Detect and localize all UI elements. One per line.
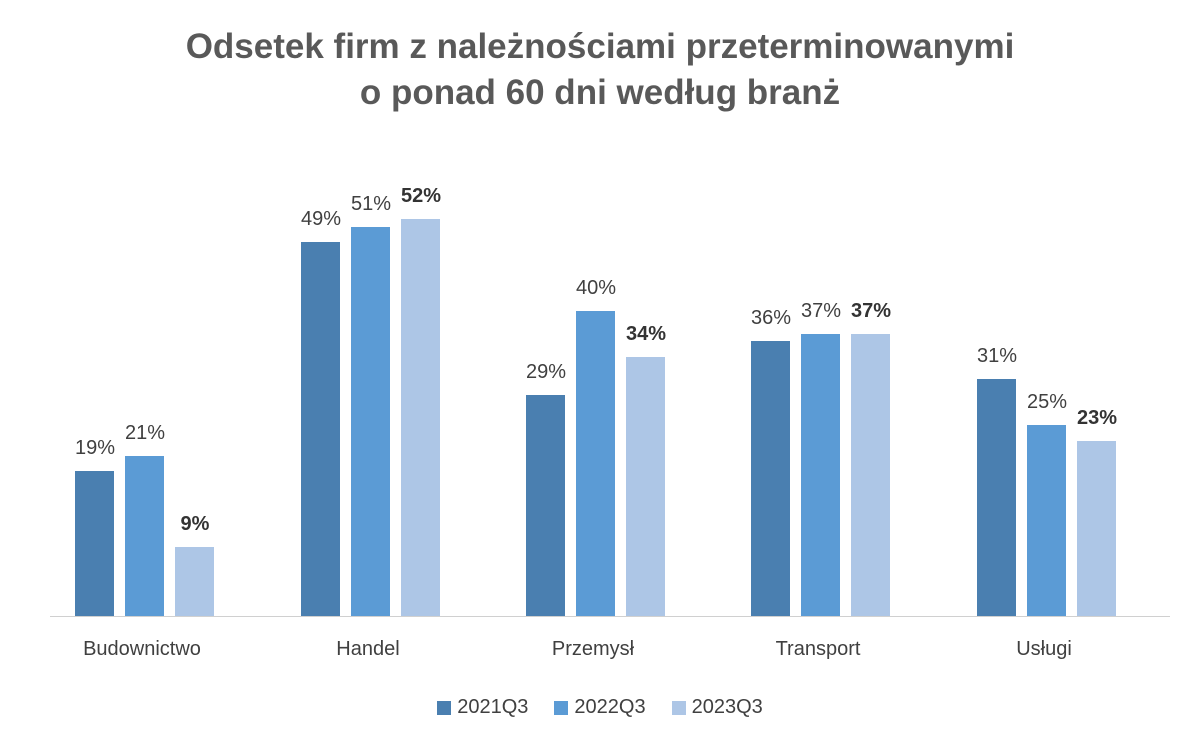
title-line-2: o ponad 60 dni według branż <box>359 73 841 112</box>
bar-2022Q3 <box>351 227 390 616</box>
bar-group-budownictwo: 19% 21% 9% <box>50 150 274 617</box>
legend-label: 2021Q3 <box>457 696 529 718</box>
bar-2023Q3 <box>626 357 665 616</box>
data-label: 52% <box>400 185 442 207</box>
category-label: Przemysł <box>551 638 635 660</box>
legend-swatch-icon <box>437 700 452 715</box>
legend-swatch-icon <box>554 700 569 715</box>
bar-2021Q3 <box>977 379 1016 616</box>
bar-group-przemysł: 29% 40% 34% <box>501 150 725 617</box>
title-line-1: Odsetek firm z należnościami przetermino… <box>185 27 1015 66</box>
data-label: 21% <box>124 422 166 444</box>
bar-group-usługi: 31% 25% 23% <box>952 150 1176 617</box>
data-label: 37% <box>800 300 842 322</box>
data-label: 37% <box>850 300 892 322</box>
bar-2023Q3 <box>1077 441 1116 616</box>
bar-2021Q3 <box>526 395 565 616</box>
plot-area: 19% 21% 9% 49% 51% 52% 29% 40% 34% 36% 37% 37% 31% 25… <box>50 150 1170 617</box>
legend-label: 2022Q3 <box>574 696 646 718</box>
bar-group-transport: 36% 37% 37% <box>726 150 950 617</box>
category-label: Usługi <box>1016 638 1072 660</box>
data-label: 31% <box>976 345 1018 367</box>
bar-2021Q3 <box>751 341 790 616</box>
data-label: 25% <box>1026 391 1068 413</box>
data-label: 36% <box>750 307 792 329</box>
bar-2022Q3 <box>801 334 840 616</box>
legend-item: 2021Q3 <box>437 696 528 719</box>
data-label: 40% <box>575 277 617 299</box>
bar-2023Q3 <box>175 547 214 616</box>
legend: 2021Q3 2022Q3 2023Q3 <box>0 696 1200 719</box>
bar-2021Q3 <box>301 242 340 616</box>
legend-item: 2023Q3 <box>671 696 763 719</box>
data-label: 9% <box>180 513 210 535</box>
data-label: 23% <box>1076 407 1118 429</box>
legend-item: 2022Q3 <box>554 696 646 719</box>
legend-swatch-icon <box>671 700 686 715</box>
category-label: Budownictwo <box>83 638 201 660</box>
bar-2021Q3 <box>75 471 114 616</box>
data-label: 29% <box>525 361 567 383</box>
category-label: Handel <box>336 638 400 660</box>
legend-label: 2023Q3 <box>691 696 763 718</box>
bar-2023Q3 <box>401 219 440 616</box>
bar-2022Q3 <box>1027 425 1066 616</box>
data-label: 49% <box>300 208 342 230</box>
chart-title: Odsetek firm z należnościami przetermino… <box>0 24 1200 116</box>
category-label: Transport <box>775 638 861 660</box>
data-label: 19% <box>74 437 116 459</box>
bar-2022Q3 <box>576 311 615 616</box>
data-label: 51% <box>350 193 392 215</box>
bar-2023Q3 <box>851 334 890 616</box>
bar-group-handel: 49% 51% 52% <box>276 150 500 617</box>
bar-2022Q3 <box>125 456 164 616</box>
data-label: 34% <box>625 323 667 345</box>
x-axis-line <box>50 616 1170 617</box>
